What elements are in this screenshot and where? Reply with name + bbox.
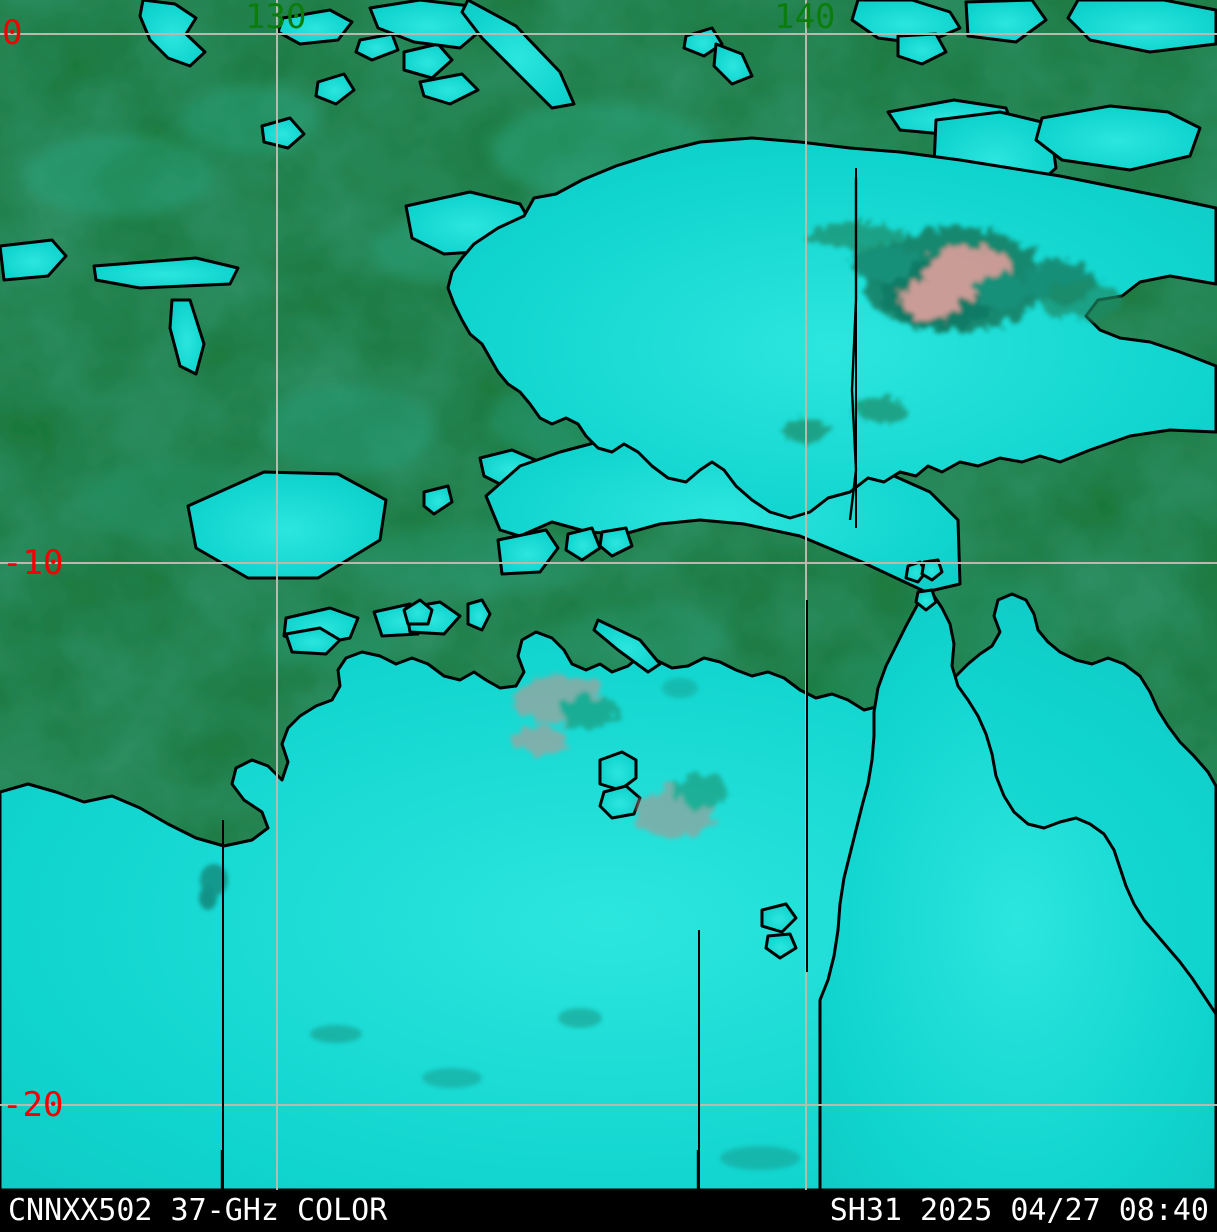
island-dot-1	[260, 116, 306, 150]
island-strip-1	[460, 0, 576, 110]
lat-label-0: 0	[2, 13, 23, 53]
storm-id-timestamp: SH31 2025 04/27 08:40	[829, 1193, 1209, 1228]
island-obi	[0, 238, 68, 282]
landmass-cape-york	[818, 594, 1217, 1190]
islet-gulf-1	[760, 902, 798, 934]
islet-groote-1	[598, 750, 638, 792]
map-canvas[interactable]: 0 -10 -20 130 140	[0, 0, 1217, 1190]
islet-torres-3	[914, 588, 938, 612]
island-strip-2	[92, 256, 240, 290]
landmass-layer	[0, 0, 1217, 1190]
convection-png-secondary	[784, 222, 1122, 444]
island-small-3	[418, 72, 480, 106]
island-tiny-d	[598, 526, 634, 558]
islet-nt-6	[466, 598, 492, 632]
islet-sliver-ne	[592, 618, 662, 674]
island-dot-3	[682, 26, 724, 58]
satellite-imagery-layer	[0, 0, 1217, 1190]
islet-torres-2	[920, 558, 944, 582]
island-ne-2	[964, 0, 1048, 44]
lat-label-minus-20: -20	[2, 1085, 64, 1125]
island-small-1	[354, 32, 400, 62]
islet-nt-5	[402, 598, 434, 626]
convection-gulf-carpentaria	[514, 676, 726, 838]
lat-label-minus-10: -10	[2, 543, 64, 583]
island-sliver	[168, 298, 206, 376]
islet-gulf-2	[764, 932, 798, 960]
status-bar: CNNXX502 37-GHz COLOR SH31 2025 04/27 08…	[0, 1190, 1217, 1232]
product-title: CNNXX502 37-GHz COLOR	[8, 1193, 388, 1228]
lon-label-140: 140	[774, 0, 836, 37]
island-tiny-a	[422, 484, 454, 516]
island-dot-4	[712, 42, 754, 86]
island-tiny-c	[564, 526, 602, 562]
islet-nt-2	[284, 626, 342, 656]
island-ne-6	[1034, 104, 1202, 172]
lon-label-130: 130	[245, 0, 307, 37]
convection-scattered	[199, 678, 800, 1170]
islet-groote-2	[598, 784, 642, 820]
island-buru	[368, 0, 488, 50]
island-sula-a	[276, 8, 354, 46]
island-sumba	[186, 470, 388, 580]
island-dot-2	[314, 72, 356, 106]
landmass-new-guinea	[446, 136, 1217, 520]
island-ne-7	[1066, 0, 1217, 54]
